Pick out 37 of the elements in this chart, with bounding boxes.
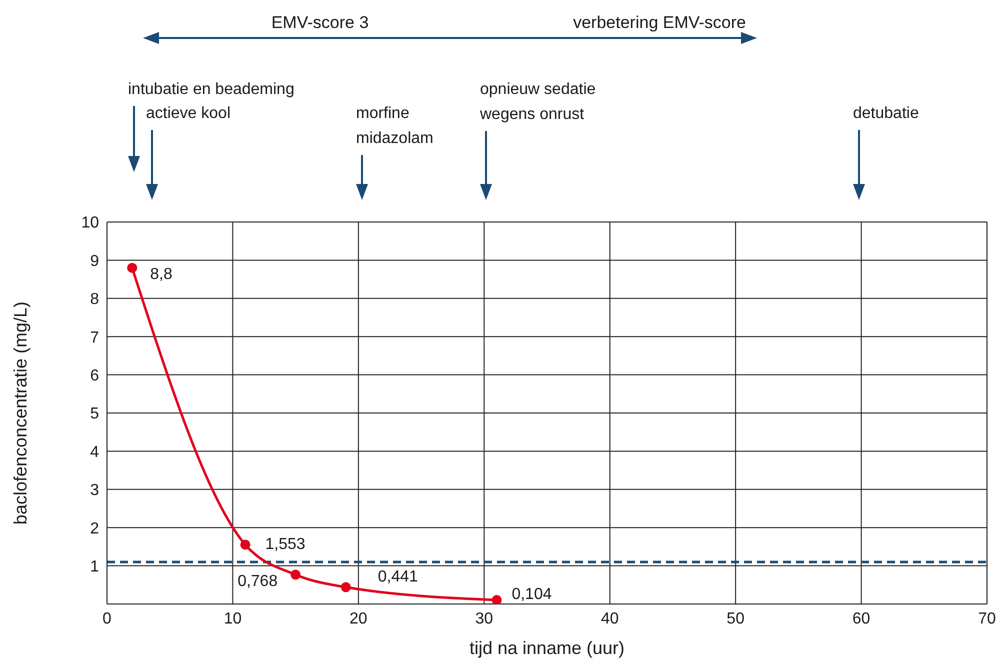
y-tick-label: 3 [90, 482, 100, 500]
y-axis-title: baclofenconcentratie (mg/L) [10, 301, 30, 525]
y-tick-label: 5 [90, 406, 100, 423]
point [492, 595, 502, 604]
x-tick-label: 20 [350, 610, 368, 628]
data-label: 0,104 [512, 586, 552, 604]
y-tick-label: 6 [90, 367, 100, 384]
text: verbetering EMV-score [573, 13, 746, 32]
x-tick-label: 10 [224, 610, 242, 628]
text: intubatie en beademing [128, 81, 294, 98]
point [127, 262, 138, 273]
text: EMV-score 3 [271, 13, 369, 32]
y-tick-label: 8 [90, 291, 100, 308]
text: opnieuw sedatie wegens onrust [479, 81, 596, 123]
data-label: 1,553 [265, 536, 306, 553]
x-tick-label: 50 [726, 610, 745, 628]
x-tick-label: 40 [600, 610, 619, 628]
y-tick-label: 10 [81, 214, 100, 232]
x-tick-label: 60 [852, 610, 870, 628]
data-label: 8,8 [150, 266, 172, 284]
x-tick-label: 70 [978, 610, 996, 628]
point [240, 540, 250, 550]
y-tick-label: 4 [90, 444, 100, 461]
data-label: 0,441 [378, 568, 418, 586]
x-tick-label: 30 [475, 610, 494, 628]
text: actieve kool [146, 105, 230, 122]
y-tick-label: 2 [90, 520, 100, 538]
x-axis-title: tijd na inname (uur) [469, 638, 625, 658]
text: detubatie [853, 105, 919, 122]
y-tick-label: 9 [90, 252, 100, 270]
point [290, 570, 301, 580]
text: morfine midazolam [356, 105, 434, 147]
data-label: 0,768 [238, 572, 278, 590]
y-tick-label: 7 [90, 329, 100, 346]
point [340, 582, 351, 592]
x-tick-label: 0 [102, 610, 112, 628]
y-tick-label: 1 [90, 558, 100, 576]
